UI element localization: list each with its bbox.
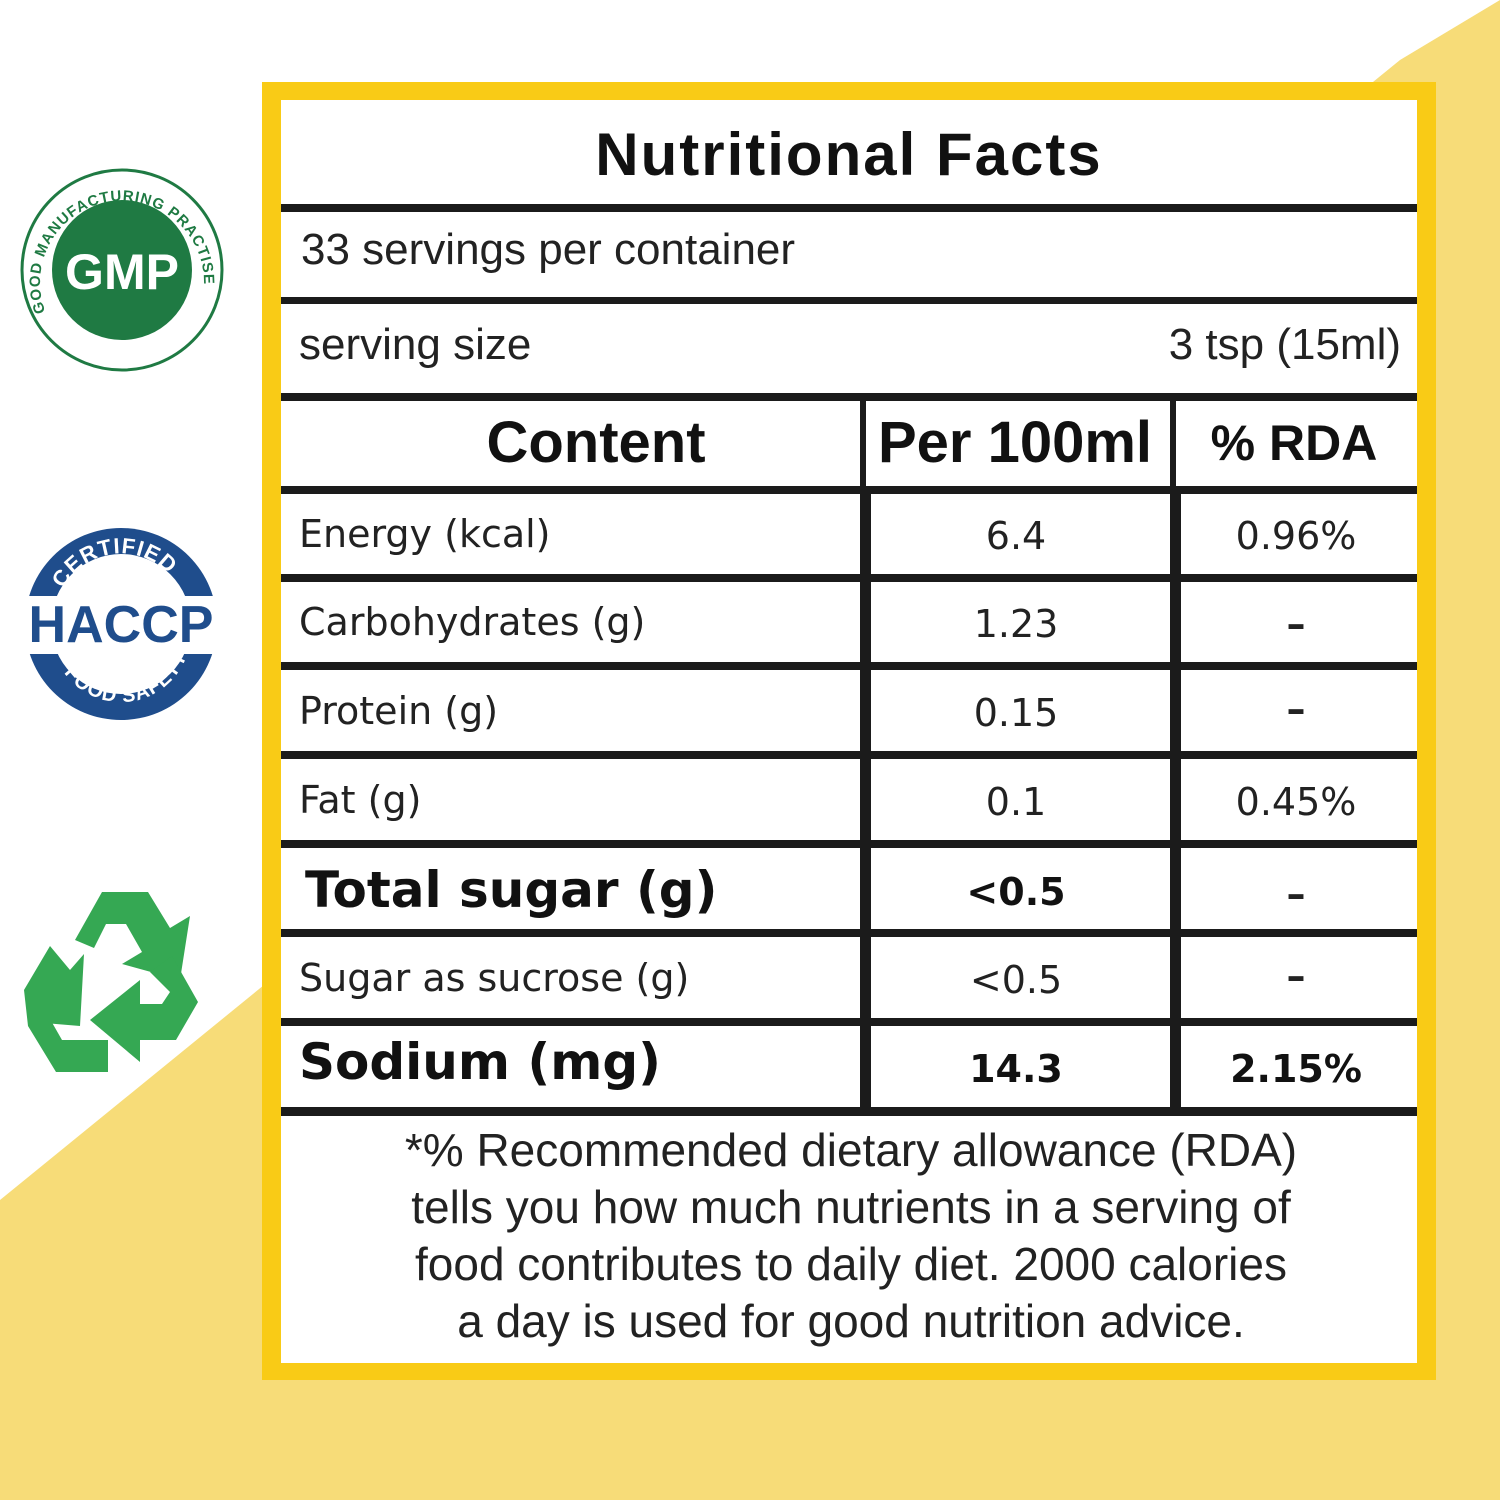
row-rda: 0.96% (1235, 514, 1357, 558)
row-name: Protein (g) (299, 689, 499, 733)
rda-footnote: *% Recommended dietary allowance (RDA) t… (301, 1122, 1401, 1350)
serving-size-value: 3 tsp (15ml) (1168, 320, 1401, 369)
footnote-line: food contributes to daily diet. 2000 cal… (415, 1238, 1287, 1290)
divider (281, 486, 1417, 494)
row-value: 0.15 (973, 691, 1059, 735)
haccp-badge-icon: CERTIFIED HACCP FOOD SAFETY (18, 528, 224, 720)
footnote-line: a day is used for good nutrition advice. (457, 1295, 1245, 1347)
row-name: Carbohydrates (g) (299, 600, 646, 644)
divider (281, 204, 1417, 212)
recycle-icon (24, 892, 198, 1072)
divider (281, 297, 1417, 304)
column-divider (865, 486, 871, 1112)
row-rda: – (1286, 602, 1306, 646)
gmp-badge-icon: GOOD MANUFACTURING PRACTISE GMP (20, 168, 224, 372)
header-content: Content (486, 410, 706, 475)
panel-title: Nutritional Facts (595, 121, 1103, 188)
row-rda: 2.15% (1230, 1047, 1362, 1091)
row-value: 14.3 (969, 1047, 1063, 1091)
row-name: Sugar as sucrose (g) (299, 956, 690, 1000)
divider (281, 1107, 1417, 1116)
column-divider (1175, 486, 1181, 1112)
footnote-line: tells you how much nutrients in a servin… (411, 1181, 1291, 1233)
nutrition-panel-inner: Nutritional Facts 33 servings per contai… (281, 100, 1417, 1363)
divider (281, 751, 1417, 759)
row-value: 6.4 (985, 514, 1047, 558)
row-name: Energy (kcal) (299, 512, 551, 556)
header-per-100ml: Per 100ml (877, 410, 1153, 475)
row-name: Fat (g) (299, 778, 422, 822)
row-name: Sodium (mg) (299, 1033, 661, 1091)
column-divider (860, 398, 866, 1112)
divider (281, 929, 1417, 937)
row-value: 1.23 (973, 602, 1059, 646)
footnote-line: *% Recommended dietary allowance (RDA) (404, 1124, 1298, 1176)
servings-per-container: 33 servings per container (301, 225, 796, 274)
header-rda: % RDA (1210, 415, 1378, 471)
row-value: <0.5 (966, 870, 1066, 914)
gmp-center-text: GMP (65, 244, 179, 300)
row-name: Total sugar (g) (305, 861, 718, 919)
row-rda: – (1286, 872, 1306, 916)
row-rda: – (1286, 687, 1306, 731)
divider (281, 393, 1417, 401)
column-divider (1170, 398, 1176, 1112)
divider (281, 840, 1417, 848)
divider (281, 1018, 1417, 1026)
haccp-center-text: HACCP (29, 596, 214, 654)
nutrition-panel: Nutritional Facts 33 servings per contai… (262, 82, 1436, 1380)
row-rda: 0.45% (1235, 780, 1357, 824)
row-rda: – (1286, 954, 1306, 998)
divider (281, 662, 1417, 670)
row-value: 0.1 (985, 780, 1047, 824)
divider (281, 574, 1417, 582)
serving-size-label: serving size (299, 320, 532, 369)
row-value: <0.5 (969, 958, 1063, 1002)
